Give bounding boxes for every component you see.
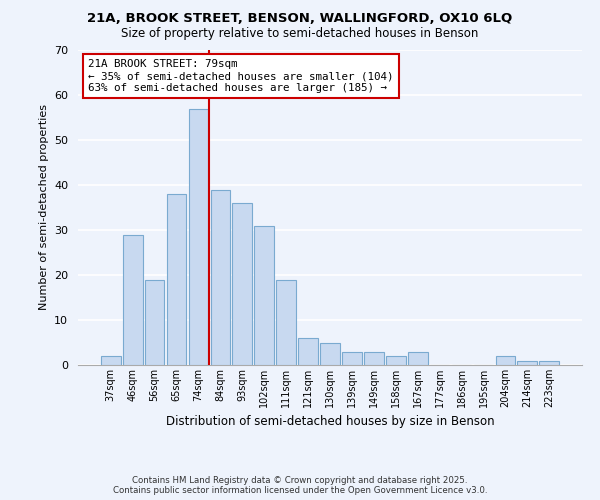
Text: 21A BROOK STREET: 79sqm
← 35% of semi-detached houses are smaller (104)
63% of s: 21A BROOK STREET: 79sqm ← 35% of semi-de…	[88, 60, 394, 92]
Bar	[145, 280, 164, 365]
Bar	[167, 194, 187, 365]
Bar	[517, 360, 537, 365]
Text: Size of property relative to semi-detached houses in Benson: Size of property relative to semi-detach…	[121, 28, 479, 40]
Bar	[101, 356, 121, 365]
Bar	[539, 360, 559, 365]
Bar	[496, 356, 515, 365]
X-axis label: Distribution of semi-detached houses by size in Benson: Distribution of semi-detached houses by …	[166, 416, 494, 428]
Bar	[188, 108, 208, 365]
Bar	[298, 338, 318, 365]
Bar	[232, 203, 252, 365]
Bar	[386, 356, 406, 365]
Text: 21A, BROOK STREET, BENSON, WALLINGFORD, OX10 6LQ: 21A, BROOK STREET, BENSON, WALLINGFORD, …	[88, 12, 512, 26]
Bar	[320, 342, 340, 365]
Bar	[364, 352, 384, 365]
Bar	[276, 280, 296, 365]
Bar	[408, 352, 428, 365]
Y-axis label: Number of semi-detached properties: Number of semi-detached properties	[38, 104, 49, 310]
Bar	[211, 190, 230, 365]
Bar	[254, 226, 274, 365]
Bar	[123, 234, 143, 365]
Bar	[342, 352, 362, 365]
Text: Contains HM Land Registry data © Crown copyright and database right 2025.
Contai: Contains HM Land Registry data © Crown c…	[113, 476, 487, 495]
